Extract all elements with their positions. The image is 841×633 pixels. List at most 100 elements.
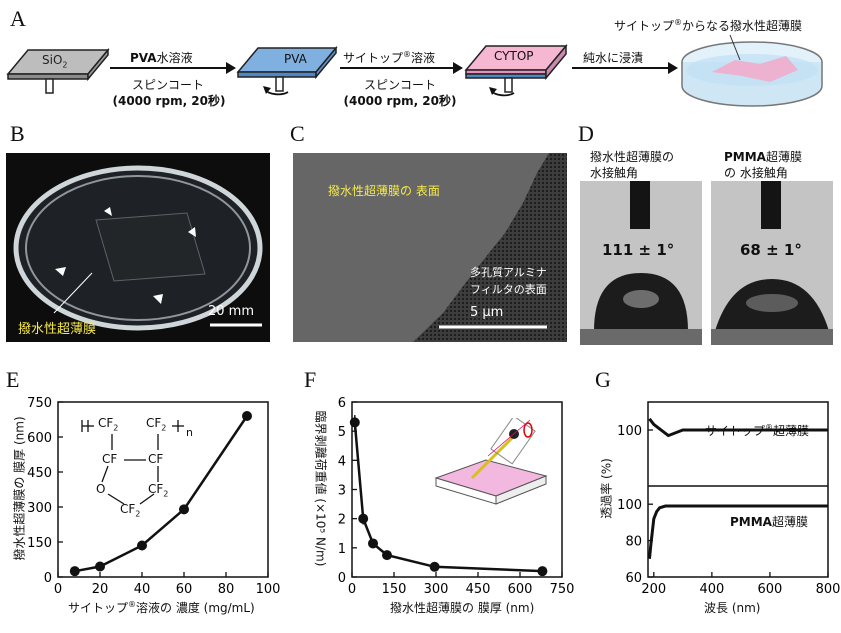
y-tick-label: 0 xyxy=(44,571,52,586)
step3-top-label: 純水に浸漬 xyxy=(583,51,644,65)
panel-label-a: A xyxy=(10,6,26,31)
final-caption: サイトップ®からなる撥水性超薄膜 xyxy=(614,18,803,33)
y-tick-label: 5 xyxy=(338,425,346,440)
y-tick-label: 150 xyxy=(27,536,52,551)
x-tick-label: 750 xyxy=(550,582,575,597)
cytop-slab xyxy=(464,43,568,97)
contact-angle-photo-left xyxy=(580,181,702,345)
pva-layer-label: PVA xyxy=(284,52,307,66)
peel-test-inset xyxy=(434,418,548,505)
sem-image xyxy=(293,153,567,342)
substrate-slab xyxy=(6,47,110,94)
right-title-1: PMMA超薄膜 xyxy=(724,150,802,164)
right-angle: 68 ± 1° xyxy=(740,241,802,259)
x-tick-label: 150 xyxy=(382,582,407,597)
x-tick-label: 60 xyxy=(176,582,193,597)
series-label-cytop: サイトップ®超薄膜 xyxy=(705,423,810,438)
marker-arrow xyxy=(55,267,66,276)
chart-g-xlabel: 波長 (nm) xyxy=(704,601,761,615)
series-line xyxy=(647,504,828,559)
right-title-2: の 水接触角 xyxy=(724,166,788,180)
x-tick-label: 200 xyxy=(641,582,666,597)
step2-top-label: サイトップ®溶液 xyxy=(343,50,436,65)
y-tick-label: 1 xyxy=(338,542,346,557)
step1-bottom-label: スピンコート xyxy=(131,78,204,92)
cytop-layer-label: CYTOP xyxy=(494,49,534,63)
contact-angle-photo-right xyxy=(711,181,833,345)
y-tick-label: 6 xyxy=(338,396,346,411)
chart-f-xlabel: 撥水性超薄膜の 膜厚 (nm) xyxy=(390,601,535,615)
data-point xyxy=(358,513,369,524)
scale-label-b: 20 mm xyxy=(208,304,255,319)
petri-dish-water xyxy=(681,34,823,107)
y-tick-label: 450 xyxy=(27,466,52,481)
x-tick-label: 800 xyxy=(816,582,841,597)
x-tick-label: 450 xyxy=(466,582,491,597)
panel-label-g: G xyxy=(595,367,611,392)
panel-label-f: F xyxy=(304,367,317,392)
film-label: 撥水性超薄膜 xyxy=(18,322,97,337)
step1-params-label: (4000 rpm, 20秒) xyxy=(112,94,226,108)
chart-f-ylabel: 臨界剥離荷重値 (×10⁵ N/m) xyxy=(313,410,328,567)
plot-frame xyxy=(57,401,269,578)
step2-params-label: (4000 rpm, 20秒) xyxy=(343,94,457,108)
filter-label-2: フィルタの表面 xyxy=(470,283,547,296)
cytop-structure: CF2 CF2 n CF CF O CF2 CF2 xyxy=(81,416,193,519)
panel-label-d: D xyxy=(578,121,594,146)
marker-arrow xyxy=(104,207,112,216)
data-point xyxy=(242,411,252,421)
x-tick-label: 300 xyxy=(424,582,449,597)
y-tick-label: 600 xyxy=(27,431,52,446)
chart-e-xlabel: サイトップ®溶液の 濃度 (mg/mL) xyxy=(68,600,255,615)
left-title-1: 撥水性超薄膜の xyxy=(590,150,675,164)
y-tick-label: 300 xyxy=(27,501,52,516)
data-point xyxy=(69,566,80,577)
series-line xyxy=(648,417,828,438)
panel-label-b: B xyxy=(10,121,25,146)
x-tick-label: 40 xyxy=(134,582,151,597)
panel-label-e: E xyxy=(6,367,20,392)
data-point xyxy=(429,561,440,572)
filter-label-1: 多孔質アルミナ xyxy=(470,266,547,279)
marker-arrow xyxy=(153,294,163,304)
y-tick-label: 0 xyxy=(338,571,346,586)
chart-e-ylabel: 撥水性超薄膜の 膜厚 (nm) xyxy=(12,416,27,561)
petri-dish-photo xyxy=(6,153,270,342)
data-point xyxy=(349,417,360,428)
chart-g: 200 400 600 800 100 60 80 100 xyxy=(617,401,841,597)
substrate-label: SiO2 xyxy=(42,53,68,70)
chart-e: 0 20 40 60 80 100 0 150 300 450 600 750 xyxy=(27,396,281,597)
y-tick-label: 80 xyxy=(625,535,642,550)
chart-g-ylabel: 透過率 (%) xyxy=(599,458,614,519)
x-tick-label: 400 xyxy=(699,582,724,597)
scale-label-c: 5 µm xyxy=(470,305,504,320)
left-title-2: 水接触角 xyxy=(590,166,639,180)
data-point xyxy=(179,504,189,515)
y-tick-label: 3 xyxy=(338,484,346,499)
data-point xyxy=(95,561,105,572)
x-tick-label: 20 xyxy=(92,582,109,597)
y-tick-label: 100 xyxy=(617,498,642,513)
y-tick-label: 4 xyxy=(338,454,346,469)
x-tick-label: 600 xyxy=(758,582,783,597)
surface-label: 撥水性超薄膜の 表面 xyxy=(328,184,440,198)
panel-label-c: C xyxy=(290,121,305,146)
data-point xyxy=(368,538,378,549)
x-tick-label: 600 xyxy=(508,582,533,597)
x-tick-label: 100 xyxy=(256,582,281,597)
data-point xyxy=(537,566,548,577)
x-tick-label: 0 xyxy=(348,582,356,597)
x-tick-label: 0 xyxy=(54,582,62,597)
pva-slab xyxy=(236,45,338,96)
y-tick-label: 100 xyxy=(617,424,642,439)
series-line xyxy=(353,422,543,573)
step1-top-label: PVA水溶液 xyxy=(130,51,193,65)
series-label-pmma: PMMA超薄膜 xyxy=(730,515,808,529)
chart-f: 0 150 300 450 600 750 0 1 2 3 4 5 6 xyxy=(338,396,575,597)
data-point xyxy=(137,540,147,551)
y-tick-label: 750 xyxy=(27,396,52,411)
left-angle: 111 ± 1° xyxy=(602,241,675,259)
data-point xyxy=(382,550,392,561)
panel-a-schematic xyxy=(6,34,823,107)
plot-frame xyxy=(647,401,829,578)
